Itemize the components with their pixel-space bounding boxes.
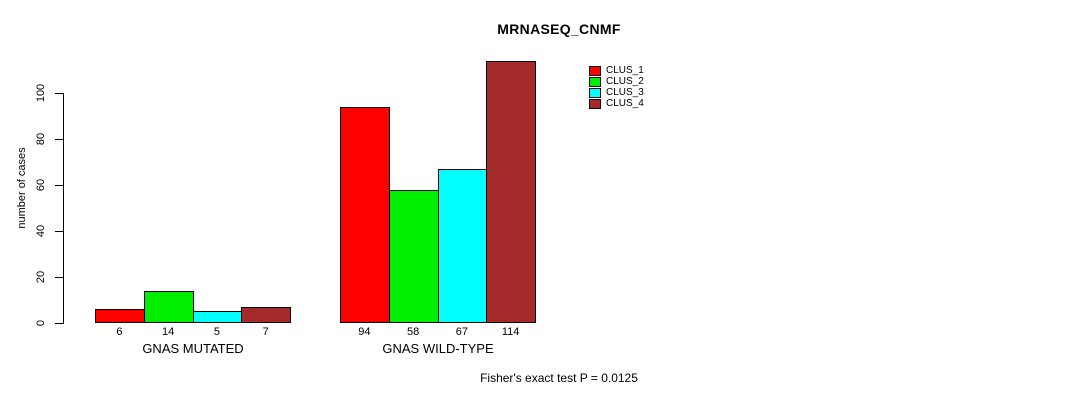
y-tick-label: 0 — [35, 319, 47, 327]
bar-clus_2-gnas-wild-type — [389, 190, 439, 323]
bar-value-label: 14 — [162, 326, 175, 338]
bar-value-label: 7 — [262, 326, 269, 338]
y-tick-label: 80 — [35, 132, 47, 146]
bar-value-label: 114 — [501, 326, 520, 338]
legend-item-clus_4: CLUS_4 — [589, 98, 644, 109]
legend-label: CLUS_3 — [606, 87, 644, 98]
bar-clus_3-gnas-wild-type — [438, 169, 487, 323]
y-axis — [63, 93, 64, 324]
legend-label: CLUS_2 — [606, 76, 644, 87]
footnote-fisher-test: Fisher's exact test P = 0.0125 — [480, 371, 638, 385]
bar-value-label: 67 — [455, 326, 468, 338]
legend-label: CLUS_4 — [606, 98, 644, 109]
y-tick-label: 60 — [35, 178, 47, 192]
y-tick — [55, 93, 63, 94]
y-tick-label: 100 — [35, 83, 47, 103]
legend-item-clus_3: CLUS_3 — [589, 87, 644, 98]
legend-item-clus_2: CLUS_2 — [589, 76, 644, 87]
bar-value-label: 58 — [407, 326, 420, 338]
y-tick — [55, 277, 63, 278]
legend-swatch-icon — [589, 76, 601, 87]
y-tick — [55, 231, 63, 232]
legend: CLUS_1 CLUS_2 CLUS_3 CLUS_4 — [589, 65, 644, 109]
y-tick — [55, 139, 63, 140]
y-tick — [55, 323, 63, 324]
bar-clus_4-gnas-mutated — [241, 307, 291, 323]
legend-label: CLUS_1 — [606, 65, 644, 76]
bar-clus_1-gnas-mutated — [95, 309, 145, 323]
legend-swatch-icon — [589, 87, 601, 98]
bar-value-label: 5 — [213, 326, 220, 338]
x-group-label-gnas-wild-type: GNAS WILD-TYPE — [382, 341, 494, 356]
y-tick — [55, 185, 63, 186]
y-axis-label: number of cases — [16, 147, 28, 229]
legend-item-clus_1: CLUS_1 — [589, 65, 644, 76]
bar-clus_4-gnas-wild-type — [486, 61, 536, 323]
x-group-label-gnas-mutated: GNAS MUTATED — [142, 341, 244, 356]
bar-clus_3-gnas-mutated — [193, 311, 242, 323]
bar-clus_2-gnas-mutated — [144, 291, 194, 323]
chart-title: MRNASEQ_CNMF — [497, 21, 621, 37]
bar-value-label: 6 — [116, 326, 123, 338]
bar-value-label: 94 — [358, 326, 371, 338]
bar-clus_1-gnas-wild-type — [340, 107, 390, 323]
legend-swatch-icon — [589, 98, 601, 109]
legend-swatch-icon — [589, 65, 601, 76]
y-tick-label: 20 — [35, 270, 47, 284]
y-tick-label: 40 — [35, 224, 47, 238]
